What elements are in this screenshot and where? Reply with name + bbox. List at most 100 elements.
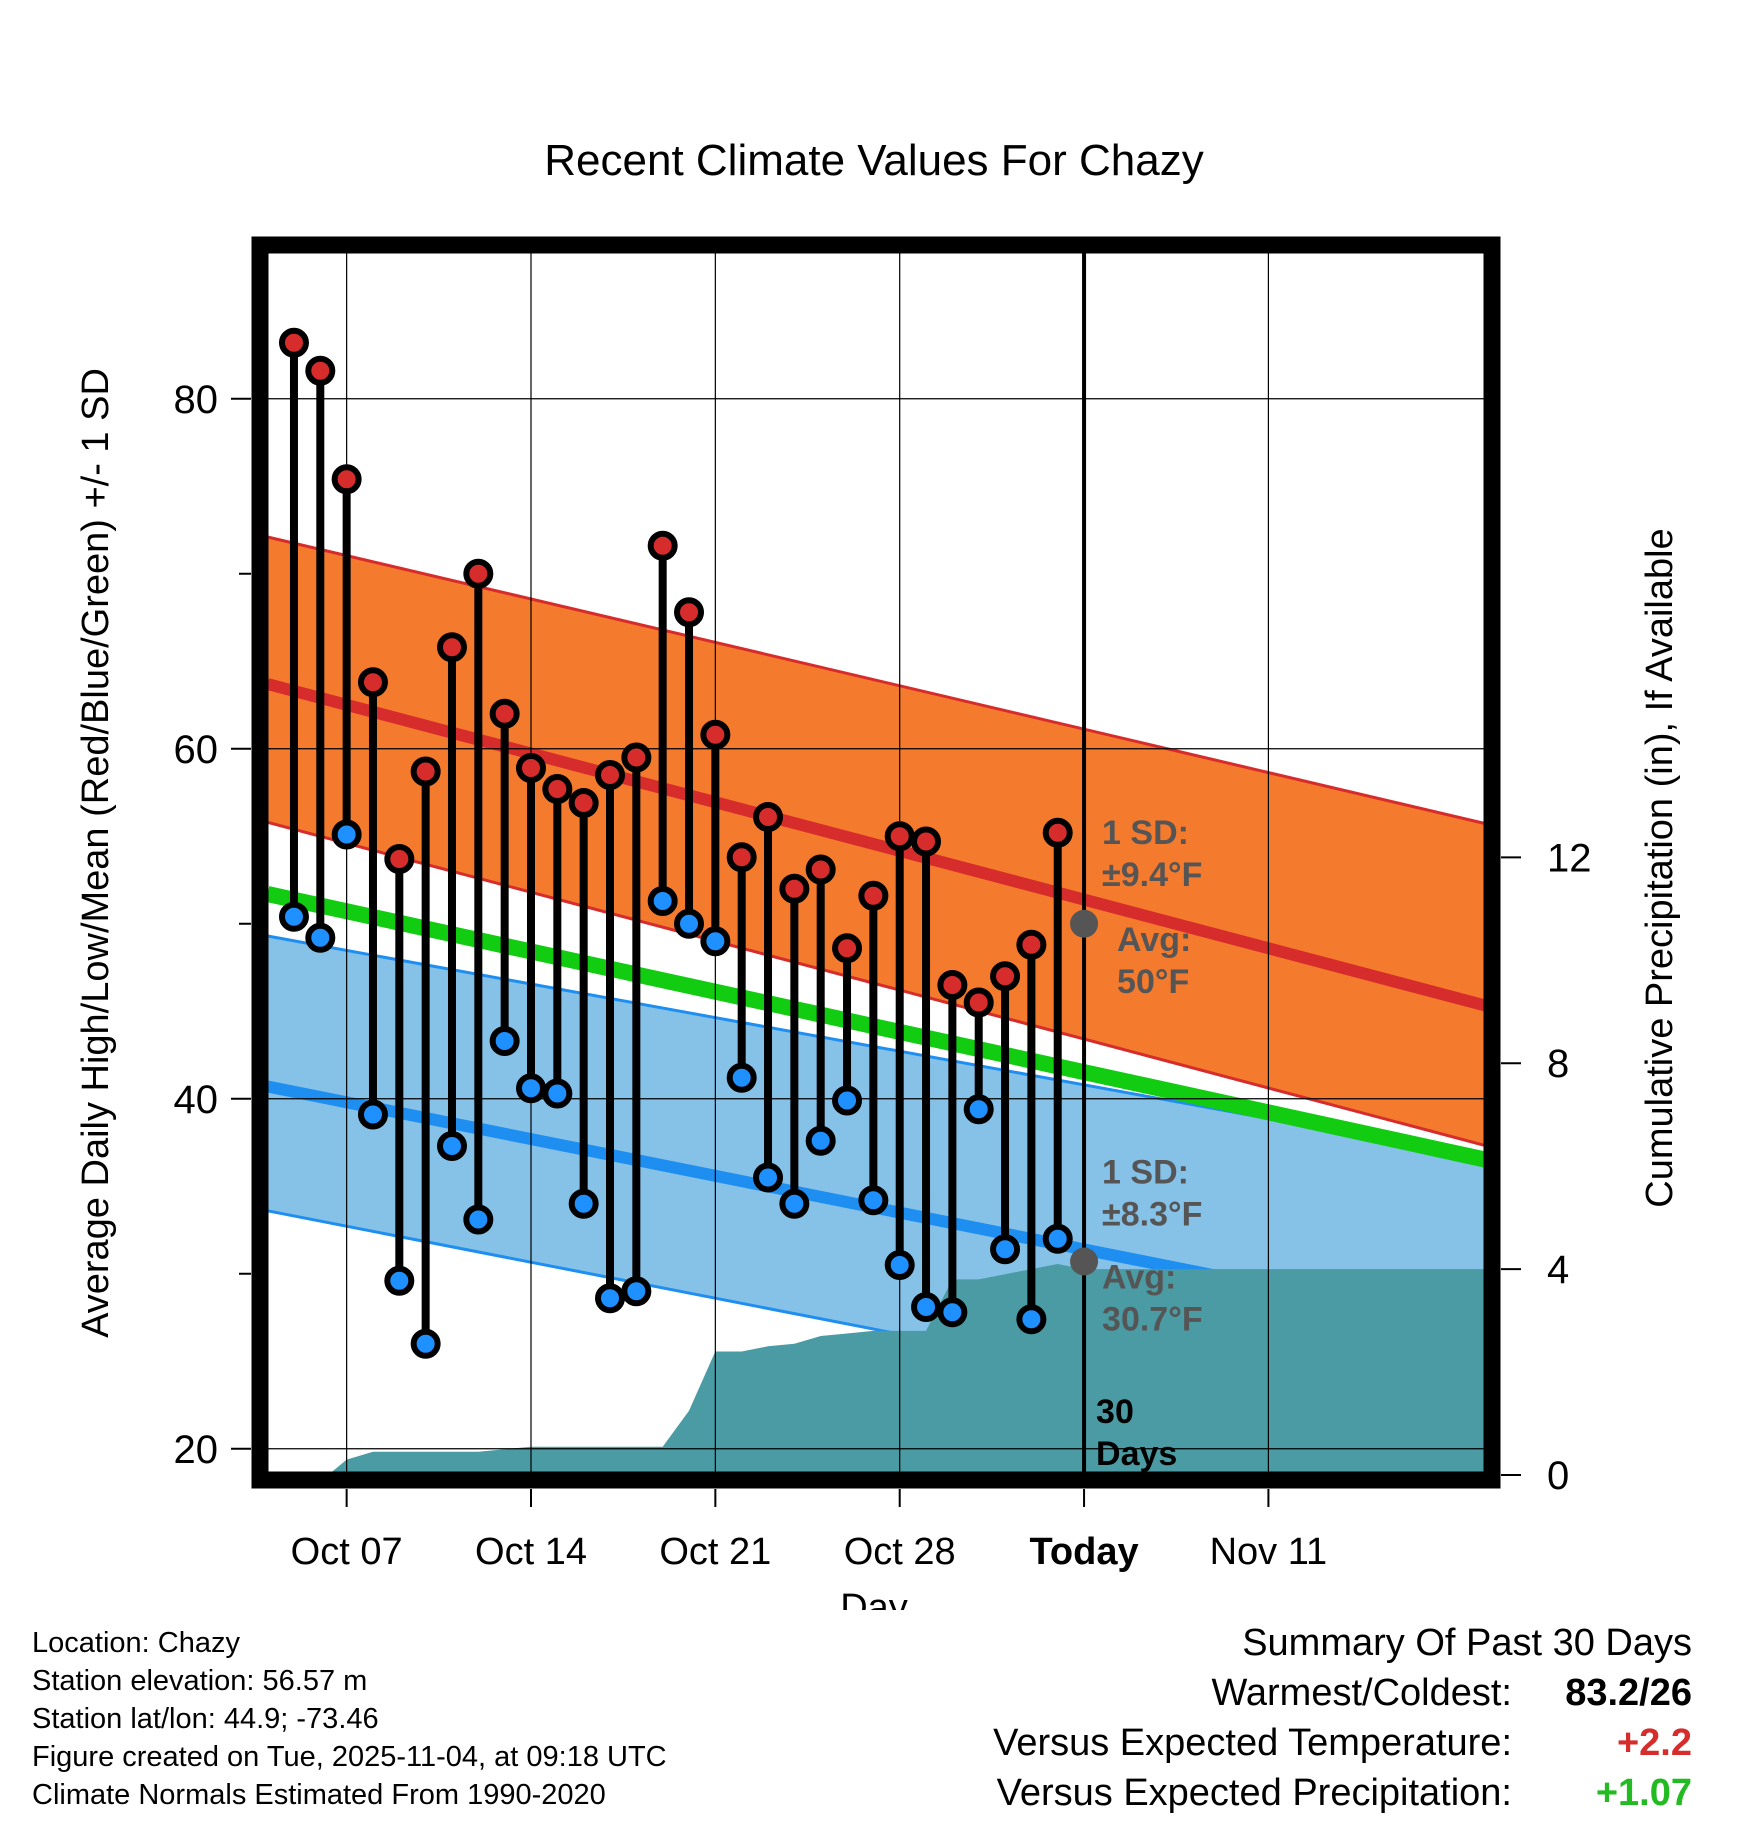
summary-title: Summary Of Past 30 Days (1242, 1622, 1692, 1664)
precip-label: Versus Expected Precipitation: (996, 1772, 1512, 1814)
daily-high-point (963, 987, 994, 1018)
daily-high-point (911, 826, 942, 857)
high-avg-value: 50°F (1117, 963, 1189, 1001)
daily-low-point (832, 1085, 863, 1116)
daily-low-point (700, 926, 731, 957)
daily-low-point (278, 901, 309, 932)
low-sd-label: 1 SD: (1102, 1154, 1189, 1192)
daily-low-point (542, 1078, 573, 1109)
daily-low-point (963, 1094, 994, 1125)
daily-high-point (990, 961, 1021, 992)
daily-low-point (858, 1185, 889, 1216)
daily-high-point (515, 753, 546, 783)
daily-low-point (436, 1131, 467, 1161)
daily-high-point (436, 632, 467, 663)
low-avg-value: 30.7°F (1102, 1301, 1203, 1339)
normals-text: Climate Normals Estimated From 1990-2020 (32, 1779, 606, 1811)
high-normal-line (266, 678, 1489, 1012)
daily-high-point (305, 355, 336, 386)
daily-high-point (331, 464, 362, 495)
daily-high-point (779, 873, 810, 904)
high-sd-value: ±9.4°F (1102, 856, 1202, 894)
daily-low-point (489, 1026, 520, 1056)
y2-tick-label: 12 (1547, 836, 1592, 880)
y-tick-label: 60 (174, 728, 219, 772)
daily-low-point (726, 1062, 757, 1093)
x-tick-label: Oct 07 (291, 1531, 403, 1573)
daily-low-point (1042, 1223, 1073, 1254)
warmest-label: Warmest/Coldest: (1211, 1672, 1512, 1714)
daily-high-point (410, 756, 441, 787)
plot-frame (251, 236, 1501, 1489)
y-axis-label: Average Daily High/Low/Mean (Red/Blue/Gr… (75, 368, 117, 1338)
daily-high-point (726, 842, 757, 873)
daily-high-point (621, 742, 652, 773)
daily-low-point (384, 1265, 415, 1296)
climate-chart: Recent Climate Values For Chazy 1 SD: ±9.… (75, 136, 1681, 1610)
daily-high-point (568, 788, 599, 818)
x-tick-label: Nov 11 (1210, 1531, 1328, 1573)
daily-high-point (700, 719, 731, 750)
daily-low-point (357, 1099, 388, 1130)
daily-low-point (805, 1125, 836, 1156)
daily-high-point (357, 667, 388, 698)
daily-high-point (858, 880, 889, 911)
daily-high-point (805, 854, 836, 885)
daily-low-point (937, 1297, 968, 1328)
daily-high-point (832, 933, 863, 964)
latlon-text: Station lat/lon: 44.9; -73.46 (32, 1703, 379, 1735)
daily-high-point (595, 760, 626, 790)
x-tick-label: Today (1030, 1531, 1139, 1573)
daily-low-point (305, 922, 336, 953)
daily-low-point (884, 1250, 915, 1280)
daily-low-point (410, 1328, 441, 1359)
y-tick-label: 20 (174, 1428, 219, 1472)
daily-high-point (384, 844, 415, 874)
x-axis-label: Day (840, 1587, 908, 1610)
precip-row: Versus Expected Precipitation: +1.07 (993, 1768, 1692, 1818)
chart-title: Recent Climate Values For Chazy (544, 136, 1203, 185)
temp-value: +2.2 (1616, 1722, 1692, 1764)
daily-low-point (331, 819, 362, 850)
daily-high-point (884, 821, 915, 852)
elevation-text: Station elevation: 56.57 m (32, 1665, 368, 1697)
daily-low-point (911, 1292, 942, 1322)
location-text: Location: Chazy (32, 1627, 240, 1659)
y-tick-label: 80 (174, 378, 219, 422)
daily-low-point (1016, 1304, 1047, 1335)
daily-high-point (647, 530, 678, 561)
daily-low-point (595, 1283, 626, 1314)
daily-low-point (647, 886, 678, 916)
daily-low-point (753, 1162, 784, 1193)
station-info: Location: Chazy Station elevation: 56.57… (32, 1624, 667, 1814)
daily-low-point (779, 1188, 810, 1219)
high-sd-label: 1 SD: (1102, 814, 1189, 852)
temp-label: Versus Expected Temperature: (993, 1722, 1512, 1764)
daily-high-point (674, 597, 705, 628)
daily-low-point (463, 1204, 494, 1235)
low-avg-label: Avg: (1102, 1259, 1176, 1297)
created-text: Figure created on Tue, 2025-11-04, at 09… (32, 1741, 667, 1773)
x-tick-label: Oct 28 (844, 1531, 956, 1573)
daily-high-point (463, 558, 494, 589)
daily-low-point (674, 908, 705, 939)
low-sd-value: ±8.3°F (1102, 1196, 1202, 1234)
days-word-label: Days (1096, 1435, 1177, 1473)
y2-tick-label: 4 (1547, 1248, 1569, 1292)
plot-area: 1 SD: ±9.4°F Avg: 50°F 1 SD: ±8.3°F Avg: 30.7°F… (174, 236, 1592, 1573)
days-count-label: 30 (1096, 1393, 1134, 1431)
daily-high-point (489, 698, 520, 729)
summary-box: Summary Of Past 30 Days Warmest/Coldest:… (993, 1618, 1692, 1818)
daily-high-point (1042, 817, 1073, 848)
precip-value: +1.07 (1595, 1772, 1692, 1814)
daily-high-point (1016, 929, 1047, 960)
daily-low-point (621, 1276, 652, 1307)
y2-tick-label: 8 (1547, 1042, 1569, 1086)
warmest-value: 83.2/26 (1565, 1672, 1692, 1714)
high-avg-label: Avg: (1117, 921, 1191, 959)
x-tick-label: Oct 14 (475, 1531, 587, 1573)
warmest-row: Warmest/Coldest: 83.2/26 (993, 1668, 1692, 1718)
y2-axis-label: Cumulative Precipitation (in), If Availa… (1639, 528, 1681, 1207)
temp-row: Versus Expected Temperature: +2.2 (993, 1718, 1692, 1768)
daily-high-point (937, 970, 968, 1000)
